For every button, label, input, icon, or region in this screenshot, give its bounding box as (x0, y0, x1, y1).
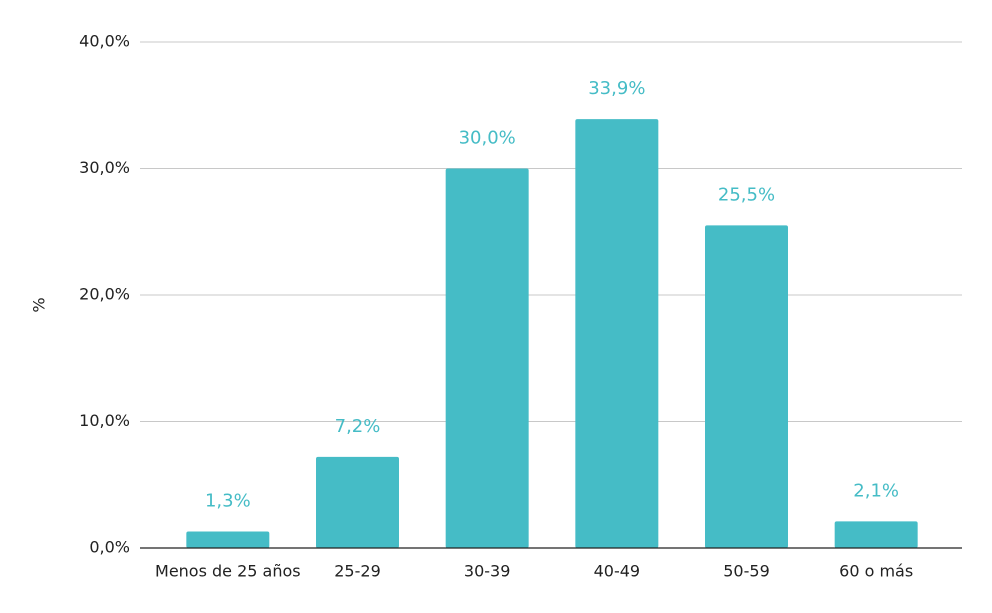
value-label: 30,0% (459, 128, 516, 149)
x-tick-label: Menos de 25 años (155, 562, 301, 581)
y-tick-label: 10,0% (79, 411, 130, 430)
y-tick-label: 20,0% (79, 285, 130, 304)
value-label: 2,1% (853, 480, 899, 501)
bar (834, 521, 918, 548)
y-axis-label: % (30, 297, 49, 312)
bar (186, 531, 270, 548)
x-tick-label: 40-49 (594, 562, 641, 581)
value-label: 7,2% (335, 416, 381, 437)
value-label: 33,9% (588, 78, 645, 99)
value-label: 1,3% (205, 491, 251, 512)
bar (445, 168, 529, 548)
y-tick-label: 0,0% (89, 538, 130, 557)
value-label: 25,5% (718, 184, 775, 205)
x-tick-label: 25-29 (334, 562, 381, 581)
x-tick-label: 60 o más (839, 562, 913, 581)
y-tick-label: 40,0% (79, 32, 130, 51)
x-tick-label: 30-39 (464, 562, 511, 581)
bar (316, 456, 399, 548)
y-tick-label: 30,0% (79, 158, 130, 177)
x-tick-label: 50-59 (723, 562, 770, 581)
bar (575, 119, 659, 548)
bar (705, 225, 788, 549)
